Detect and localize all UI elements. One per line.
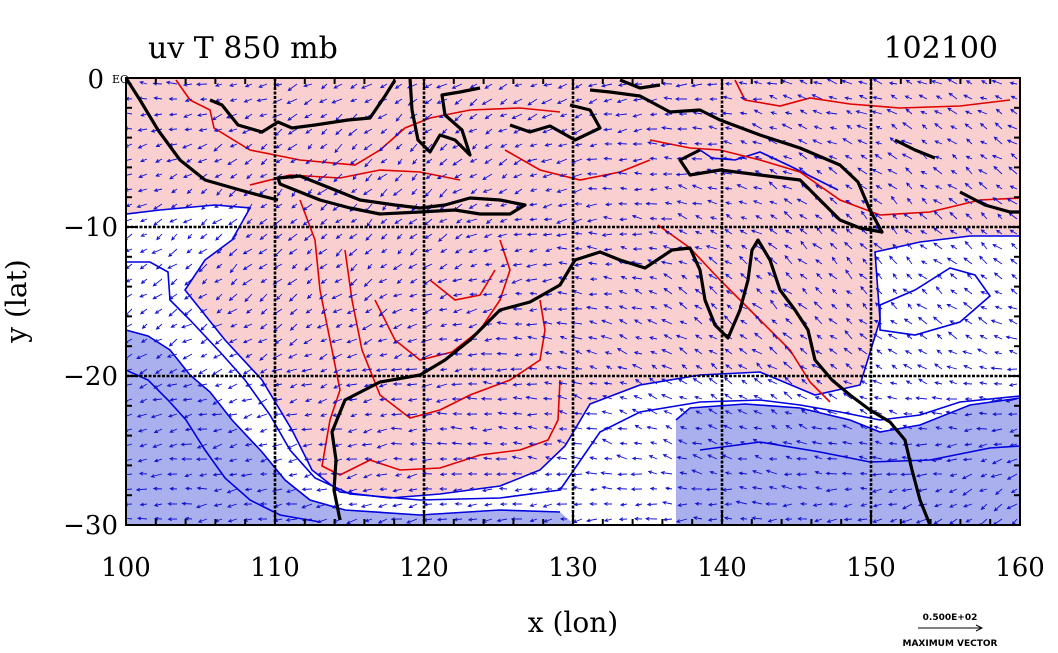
- mid-temperature-patch-east: [880, 268, 990, 335]
- equator-suffix: EQ: [112, 73, 129, 86]
- coastline-maluku: [509, 103, 602, 142]
- gridlines: [126, 78, 1020, 525]
- coastline-borneo: [209, 79, 397, 134]
- coastline-sumatra: [126, 78, 279, 202]
- cold-contour-line: [675, 397, 1020, 433]
- y-tick-label: −20: [63, 362, 118, 392]
- cold-region-west: [126, 330, 575, 525]
- warm-contour-line: [504, 149, 651, 181]
- cold-contour-line: [879, 267, 992, 336]
- x-tick-label: 140: [697, 553, 747, 583]
- x-tick-label: 120: [399, 553, 449, 583]
- x-tick-label: 130: [548, 553, 598, 583]
- warm-contour-line: [175, 79, 561, 166]
- x-tick-label: 160: [995, 553, 1045, 583]
- warm-contour-line: [374, 239, 511, 361]
- y-tick-label: −10: [63, 213, 118, 243]
- warm-contour-line: [734, 79, 1011, 109]
- coastline-sulawesi: [408, 78, 481, 157]
- warm-contour-line: [649, 139, 1020, 216]
- legend-arrow-head: [975, 624, 984, 632]
- x-tick-label: 100: [101, 553, 151, 583]
- warm-contour-line: [299, 199, 561, 476]
- title-right: 102100: [883, 31, 998, 66]
- coastline-nw-islands: [619, 78, 661, 90]
- cold-region-east: [676, 398, 1020, 525]
- x-axis-label: x (lon): [528, 606, 618, 639]
- legend-label: MAXIMUM VECTOR: [902, 639, 997, 649]
- cold-contour-line: [126, 329, 561, 516]
- coastline-east-islands: [894, 138, 936, 160]
- x-tick-label: 150: [846, 553, 896, 583]
- y-tick-label: −30: [63, 511, 118, 541]
- legend-value: 0.500E+02: [923, 613, 978, 623]
- axis-ticks: [125, 77, 1021, 526]
- y-axis-label: y (lat): [0, 259, 33, 343]
- warm-contour-line: [344, 249, 546, 419]
- x-tick-labels: 100 110 120 130 140 150 160: [101, 553, 1045, 583]
- coastline-east-tip: [959, 190, 1020, 214]
- warm-contour-line: [429, 269, 496, 301]
- coastline-australia: [330, 238, 932, 525]
- y-tick-labels: 0 −10 −20 −30: [63, 65, 118, 541]
- x-tick-label: 110: [250, 553, 300, 583]
- title-left: uv T 850 mb: [148, 31, 338, 66]
- y-tick-label: 0: [87, 65, 104, 95]
- map-area: [126, 78, 1020, 525]
- cold-contour-line: [126, 369, 321, 523]
- coastline-java: [276, 174, 527, 216]
- vector-legend: 0.500E+02 MAXIMUM VECTOR: [902, 613, 997, 649]
